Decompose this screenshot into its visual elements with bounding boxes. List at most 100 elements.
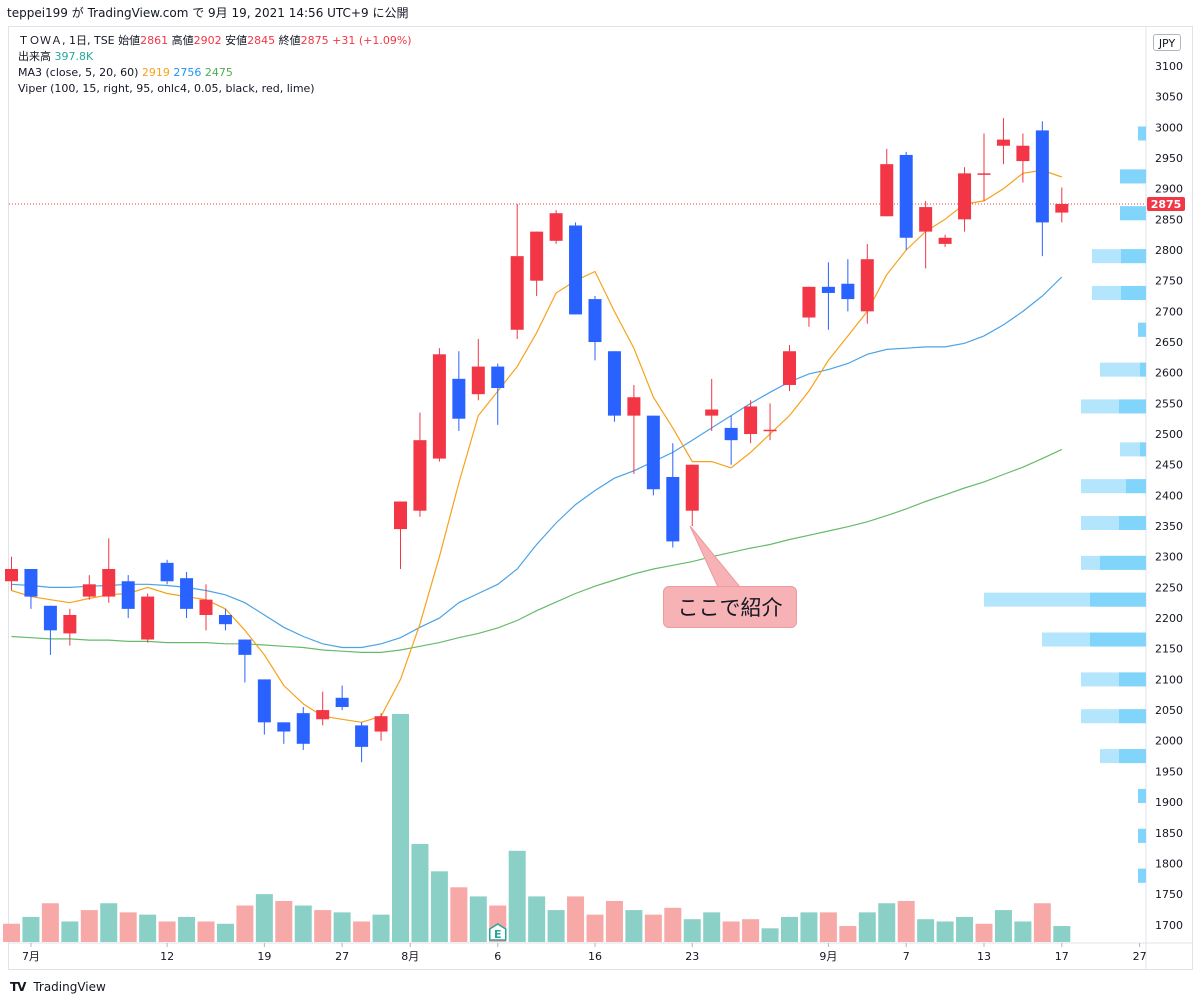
legend-low-label: 安値 [225, 34, 248, 47]
legend-close-label: 終値 [278, 34, 301, 47]
legend-volume: 397.8K [54, 50, 94, 63]
legend-volume-label: 出来高 [18, 50, 51, 63]
price-tick-1750: 1750 [1155, 888, 1183, 901]
candle-body-23 [452, 378, 466, 419]
legend-high: 2902 [193, 34, 222, 47]
price-tick-2750: 2750 [1155, 275, 1183, 288]
candle-body-49 [958, 173, 972, 220]
legend-ma60: 2475 [204, 66, 233, 79]
candle-body-43 [841, 283, 855, 300]
candle-body-54 [1055, 204, 1069, 213]
legend-ma5: 2919 [141, 66, 170, 79]
volume-bar-11 [216, 923, 234, 942]
volume-profile-core-13 [1090, 632, 1146, 647]
candle-body-12 [238, 639, 252, 655]
volume-profile-core-11 [1100, 555, 1146, 570]
candle-body-7 [141, 596, 155, 640]
legend-symbol: ＴＯＷＡ, 1日, TSE [18, 34, 115, 47]
time-tick-1: 12 [160, 950, 174, 963]
volume-bar-51 [994, 910, 1012, 942]
publish-header: teppei199 が TradingView.com で 9月 19, 202… [7, 6, 409, 20]
volume-bar-38 [742, 919, 760, 942]
volume-profile-core-1 [1120, 169, 1146, 184]
price-tick-1950: 1950 [1155, 765, 1183, 778]
volume-bar-32 [625, 910, 643, 942]
volume-bar-31 [605, 900, 623, 942]
volume-profile-core-2 [1120, 206, 1146, 221]
candle-body-51 [996, 139, 1010, 146]
legend-ma20: 2756 [173, 66, 202, 79]
volume-bar-42 [819, 912, 837, 942]
candle-body-3 [63, 614, 77, 634]
price-tick-2050: 2050 [1155, 704, 1183, 717]
annotation-callout[interactable]: ここで紹介 [663, 586, 797, 628]
candle-body-39 [763, 429, 777, 432]
volume-bar-36 [703, 912, 721, 942]
candle-body-29 [569, 225, 583, 315]
volume-bar-13 [255, 894, 273, 942]
volume-bar-52 [1014, 921, 1032, 942]
volume-bar-48 [936, 921, 954, 942]
volume-bar-44 [858, 912, 876, 942]
legend-high-label: 高値 [171, 34, 194, 47]
currency-button[interactable]: JPY [1153, 34, 1181, 51]
volume-bar-16 [314, 910, 332, 942]
volume-profile-core-14 [1119, 672, 1146, 687]
volume-bar-19 [372, 914, 390, 942]
legend-symbol-line: ＴＯＷＡ, 1日, TSE 始値2861 高値2902 安値2845 終値287… [18, 33, 412, 49]
volume-bar-39 [761, 928, 779, 942]
candle-body-46 [899, 154, 913, 238]
price-tick-2100: 2100 [1155, 673, 1183, 686]
candle-body-36 [705, 409, 719, 416]
candle-body-34 [666, 476, 680, 542]
candle-body-35 [685, 464, 699, 511]
candle-body-47 [919, 207, 933, 232]
price-tick-2550: 2550 [1155, 397, 1183, 410]
legend-volume-line: 出来高 397.8K [18, 49, 412, 65]
last-price-label: 2875 [1151, 198, 1182, 211]
time-tick-7: 23 [685, 950, 699, 963]
annotation-pointer [689, 525, 742, 588]
legend-ma-line: MA3 (close, 5, 20, 60) 2919 2756 2475 [18, 65, 412, 81]
volume-bar-37 [722, 921, 740, 942]
time-tick-3: 27 [335, 950, 349, 963]
volume-bar-43 [839, 926, 857, 942]
candle-body-52 [1016, 145, 1030, 162]
time-tick-10: 13 [977, 950, 991, 963]
candle-body-30 [588, 299, 602, 343]
candle-body-42 [821, 286, 835, 293]
price-tick-2200: 2200 [1155, 612, 1183, 625]
price-tick-2900: 2900 [1155, 183, 1183, 196]
volume-bar-7 [139, 914, 157, 942]
price-tick-1800: 1800 [1155, 857, 1183, 870]
candle-body-8 [160, 562, 174, 582]
time-tick-8: 9月 [819, 950, 837, 963]
candle-body-19 [374, 716, 388, 732]
volume-bar-22 [430, 871, 448, 942]
volume-profile-core-15 [1119, 709, 1146, 724]
time-tick-5: 6 [494, 950, 501, 963]
volume-bar-23 [450, 887, 468, 942]
candle-body-53 [1035, 130, 1049, 223]
volume-bar-28 [547, 910, 565, 942]
volume-bar-30 [586, 914, 604, 942]
candle-body-45 [880, 164, 894, 217]
candle-body-11 [218, 614, 232, 625]
price-tick-2600: 2600 [1155, 367, 1183, 380]
candle-body-20 [394, 501, 407, 530]
time-tick-11: 17 [1055, 950, 1069, 963]
legend-ma-label: MA3 (close, 5, 20, 60) [18, 66, 139, 79]
volume-profile-core-8 [1140, 442, 1146, 457]
volume-bar-41 [800, 912, 818, 942]
price-tick-2850: 2850 [1155, 213, 1183, 226]
price-tick-2500: 2500 [1155, 428, 1183, 441]
candle-body-26 [510, 256, 524, 330]
candle-body-40 [783, 351, 796, 385]
volume-profile-core-5 [1138, 322, 1146, 337]
candle-body-6 [121, 581, 135, 609]
price-tick-2700: 2700 [1155, 305, 1183, 318]
chart-frame[interactable] [8, 26, 1193, 970]
footer: TV TradingView [0, 974, 1200, 1004]
candle-body-28 [549, 213, 563, 241]
